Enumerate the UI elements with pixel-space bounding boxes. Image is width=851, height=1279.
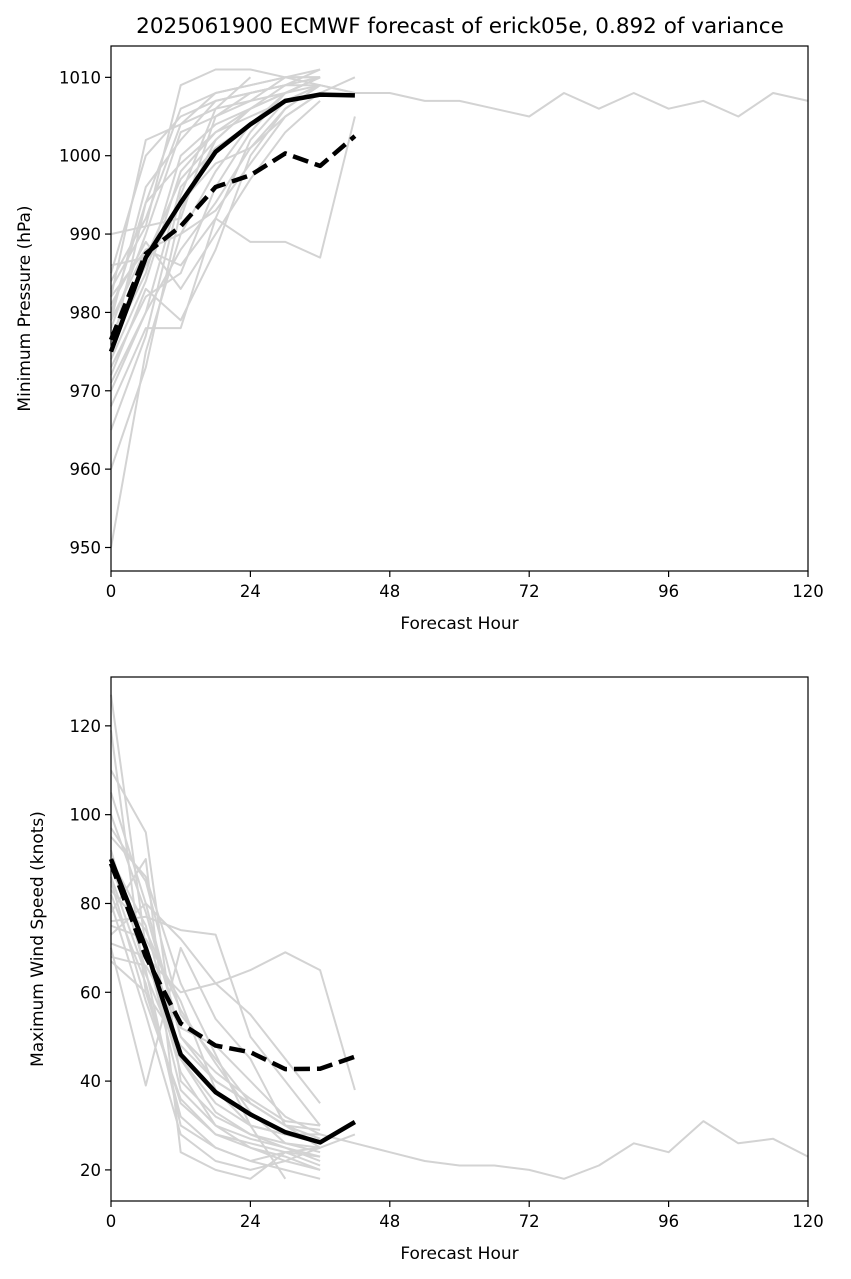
pressure-y-tick-label: 1000 [59,147,101,166]
pressure-x-tick-label: 24 [240,582,261,601]
wind-y-tick-label: 100 [70,806,102,825]
wind-ensemble-member-line [110,814,321,1127]
pressure-x-tick-label: 96 [658,582,679,601]
pressure-dashed-mean-line [108,134,357,341]
wind-y-ticks: 20 40 60 80 100 120 [70,717,111,1180]
pressure-ensemble-member-line [110,76,321,313]
pressure-panel: 0 24 48 72 96 120 950 960 970 980 990 1000 1010 For… [15,45,824,634]
pressure-x-tick-label: 72 [519,582,540,601]
wind-x-tick-label: 72 [519,1212,540,1231]
pressure-y-tick-label: 960 [70,460,102,479]
pressure-ensemble-member-line [110,92,321,298]
pressure-ensemble-member-line [110,76,252,431]
wind-ensemble-member-line [110,902,356,1091]
wind-y-tick-label: 20 [80,1161,101,1180]
wind-solid-mean-line [108,858,357,1145]
wind-y-tick-label: 80 [80,894,101,913]
pressure-x-tick-label: 0 [106,582,117,601]
wind-ensemble-member-line [110,849,321,1180]
pressure-y-tick-label: 950 [70,538,102,557]
wind-ensemble-member-line [110,858,809,1180]
pressure-y-tick-label: 980 [70,303,102,322]
pressure-x-tick-label: 120 [792,582,824,601]
wind-ensemble-member-line [110,858,321,1180]
wind-panel: 0 24 48 72 96 120 20 40 60 80 100 120 Forecast Hou… [28,676,824,1264]
chart-title: 2025061900 ECMWF forecast of erick05e, 0… [136,14,784,39]
wind-x-tick-label: 96 [658,1212,679,1231]
wind-ensemble-member-line [110,946,356,1149]
wind-x-tick-label: 24 [240,1212,261,1231]
wind-x-tick-label: 120 [792,1212,824,1231]
pressure-y-tick-label: 1010 [59,68,101,87]
wind-ensemble-member-line [110,881,321,1171]
wind-y-tick-label: 120 [70,717,102,736]
wind-dashed-mean-line [108,862,356,1072]
wind-mean-lines [108,858,357,1145]
pressure-x-ticks: 0 24 48 72 96 120 [106,571,824,601]
pressure-y-axis-label: Minimum Pressure (hPa) [15,205,35,411]
wind-ensemble-member-line [110,730,321,1167]
pressure-ensemble-member-line [110,84,321,384]
pressure-x-tick-label: 48 [379,582,400,601]
wind-x-ticks: 0 24 48 72 96 120 [106,1201,824,1231]
pressure-ensemble-member-line [110,84,809,274]
wind-plot-frame [110,676,809,1202]
wind-y-tick-label: 60 [80,983,101,1002]
wind-ensemble-member-line [110,915,321,1127]
pressure-ensemble-member-line [110,100,321,306]
pressure-ensemble-lines [110,68,809,548]
pressure-y-tick-label: 970 [70,382,102,401]
wind-ensemble-member-line [110,836,287,1180]
wind-x-tick-label: 48 [379,1212,400,1231]
wind-y-tick-label: 40 [80,1072,101,1091]
pressure-ensemble-member-line [110,76,321,321]
pressure-plot-frame [110,45,809,572]
wind-ensemble-lines [110,694,809,1180]
wind-ensemble-member-line [110,903,321,1171]
pressure-mean-lines [108,92,357,353]
pressure-y-ticks: 950 960 970 980 990 1000 1010 [59,68,111,557]
pressure-ensemble-member-line [110,76,321,368]
wind-ensemble-member-line [110,889,321,1154]
pressure-x-axis-label: Forecast Hour [400,614,518,634]
pressure-y-tick-label: 990 [70,225,102,244]
wind-ensemble-member-line [110,960,321,1140]
wind-x-tick-label: 0 [106,1212,117,1231]
wind-ensemble-member-line [110,694,321,1171]
pressure-ensemble-member-line [110,76,321,282]
wind-y-axis-label: Maximum Wind Speed (knots) [28,811,48,1067]
wind-ensemble-member-line [110,876,321,1158]
wind-x-axis-label: Forecast Hour [400,1244,518,1264]
